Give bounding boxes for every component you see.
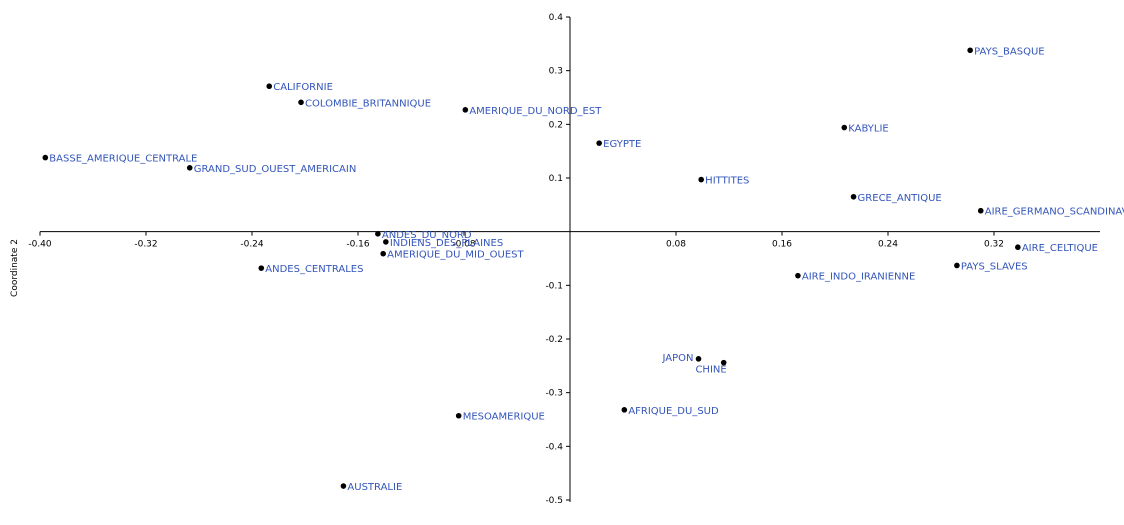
point-label: MESOAMERIQUE: [463, 412, 545, 423]
point-label: AMERIQUE_DU_NORD_EST: [469, 106, 602, 117]
data-point: CHINE: [695, 359, 727, 376]
data-point: AFRIQUE_DU_SUD: [621, 406, 719, 417]
data-point: GRECE_ANTIQUE: [850, 193, 942, 204]
point-marker: [596, 140, 602, 146]
point-marker: [1015, 244, 1021, 251]
point-label: COLOMBIE_BRITANNIQUE: [305, 98, 431, 109]
y-tick-label: -0.1: [545, 281, 563, 291]
point-marker: [380, 250, 386, 257]
point-marker: [695, 356, 702, 362]
point-label: ANDES_CENTRALES: [265, 264, 363, 275]
x-tick-label: -0.40: [28, 240, 52, 250]
point-marker: [698, 176, 704, 183]
point-marker: [967, 47, 973, 54]
x-tick-label: -0.24: [240, 240, 264, 250]
point-label: KABYLIE: [848, 124, 888, 135]
point-label: GRECE_ANTIQUE: [858, 193, 942, 204]
point-marker: [621, 407, 628, 413]
data-points: PAYS_BASQUE CALIFORNIE COLOMBIE_BRITANNIQU…: [42, 46, 1124, 493]
point-marker: [186, 165, 193, 171]
point-label: EGYPTE: [603, 139, 641, 150]
point-marker: [455, 412, 462, 419]
x-tick-label: 0.24: [878, 240, 898, 250]
data-point: GRAND_SUD_OUEST_AMERICAIN: [186, 164, 357, 175]
data-point: ANDES_DU_NORD: [375, 230, 472, 241]
point-label: ANDES_DU_NORD: [382, 230, 472, 241]
point-label: CHINE: [695, 365, 726, 376]
y-tick-label: -0.2: [545, 335, 563, 345]
data-point: EGYPTE: [596, 139, 641, 150]
point-marker: [298, 99, 304, 106]
point-marker: [795, 272, 801, 279]
data-point: INDIENS_DES_PLAINES: [383, 238, 503, 249]
y-tick-label: -0.3: [545, 389, 563, 399]
data-point: AIRE_INDO_IRANIENNE: [795, 272, 915, 283]
data-point: COLOMBIE_BRITANNIQUE: [298, 98, 431, 109]
point-label: AUSTRALIE: [347, 482, 402, 493]
y-axis-label: Coordinate 2: [10, 239, 20, 297]
y-tick-label: 0.2: [549, 120, 563, 130]
point-label: AIRE_GERMANO_SCANDINAVE: [985, 207, 1124, 218]
point-marker: [42, 154, 49, 161]
data-point: PAYS_BASQUE: [967, 46, 1045, 57]
point-marker: [383, 239, 389, 245]
x-tick-label: -0.16: [346, 240, 370, 250]
point-label: PAYS_SLAVES: [961, 261, 1028, 272]
point-marker: [720, 359, 727, 366]
point-label: INDIENS_DES_PLAINES: [390, 238, 503, 249]
y-tick-label: -0.5: [545, 496, 563, 506]
point-marker: [841, 124, 848, 131]
point-label: AIRE_CELTIQUE: [1022, 243, 1098, 254]
point-marker: [954, 262, 960, 269]
data-point: JAPON: [662, 353, 702, 364]
data-point: HITTITES: [698, 176, 749, 187]
point-marker: [462, 107, 469, 113]
data-point: CALIFORNIE: [266, 82, 333, 93]
x-tick-label: 0.08: [666, 240, 686, 250]
point-label: JAPON: [662, 353, 694, 364]
point-label: BASSE_AMERIQUE_CENTRALE: [49, 154, 197, 165]
data-point: AUSTRALIE: [340, 482, 402, 493]
point-label: AIRE_INDO_IRANIENNE: [802, 272, 915, 283]
y-tick-label: 0.1: [549, 174, 563, 184]
axes: -0.40 -0.32 -0.24 -0.16 -0.08 0.08 0.16 0.24 0.3…: [28, 13, 1100, 506]
point-marker: [258, 265, 265, 271]
point-marker: [977, 207, 984, 214]
data-point: KABYLIE: [841, 124, 889, 135]
point-marker: [850, 193, 857, 200]
point-label: AMERIQUE_DU_MID_OUEST: [387, 250, 524, 261]
x-tick-label: 0.32: [984, 240, 1004, 250]
data-point: AIRE_GERMANO_SCANDINAVE: [977, 207, 1124, 218]
point-label: GRAND_SUD_OUEST_AMERICAIN: [194, 164, 357, 175]
x-tick-label: -0.32: [134, 240, 157, 250]
data-point: MESOAMERIQUE: [455, 412, 545, 423]
point-marker: [340, 483, 347, 489]
point-label: PAYS_BASQUE: [974, 46, 1044, 57]
point-label: CALIFORNIE: [273, 82, 333, 93]
data-point: BASSE_AMERIQUE_CENTRALE: [42, 154, 197, 165]
point-label: AFRIQUE_DU_SUD: [628, 406, 719, 417]
point-label: HITTITES: [705, 176, 749, 187]
point-marker: [266, 83, 273, 90]
data-point: PAYS_SLAVES: [954, 261, 1028, 272]
y-tick-label: -0.4: [545, 442, 563, 452]
data-point: AIRE_CELTIQUE: [1015, 243, 1098, 254]
data-point: AMERIQUE_DU_MID_OUEST: [380, 250, 525, 261]
data-point: ANDES_CENTRALES: [258, 264, 363, 275]
data-point: AMERIQUE_DU_NORD_EST: [462, 106, 602, 117]
x-tick-label: 0.16: [772, 240, 792, 250]
point-marker: [375, 231, 381, 237]
x-tick-label: -0.08: [452, 240, 476, 250]
y-tick-label: 0.3: [549, 67, 563, 77]
y-tick-label: 0.4: [549, 13, 564, 23]
